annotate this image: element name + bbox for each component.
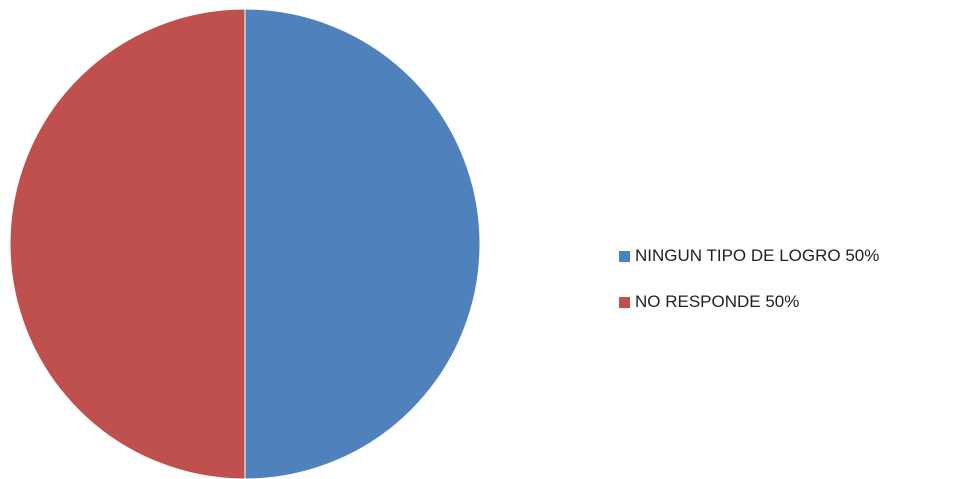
legend-label-0: NINGUN TIPO DE LOGRO 50% bbox=[635, 246, 880, 265]
legend-swatch-0 bbox=[619, 250, 630, 262]
pie-slice-0 bbox=[244, 8, 481, 479]
legend-label-1: NO RESPONDE 50% bbox=[635, 292, 800, 311]
pie-slice-1 bbox=[9, 8, 246, 479]
legend-item-1: NO RESPONDE 50% bbox=[619, 290, 879, 314]
legend-swatch-1 bbox=[619, 296, 630, 308]
legend-item-0: NINGUN TIPO DE LOGRO 50% bbox=[619, 244, 879, 268]
legend: NINGUN TIPO DE LOGRO 50% NO RESPONDE 50% bbox=[619, 244, 879, 336]
